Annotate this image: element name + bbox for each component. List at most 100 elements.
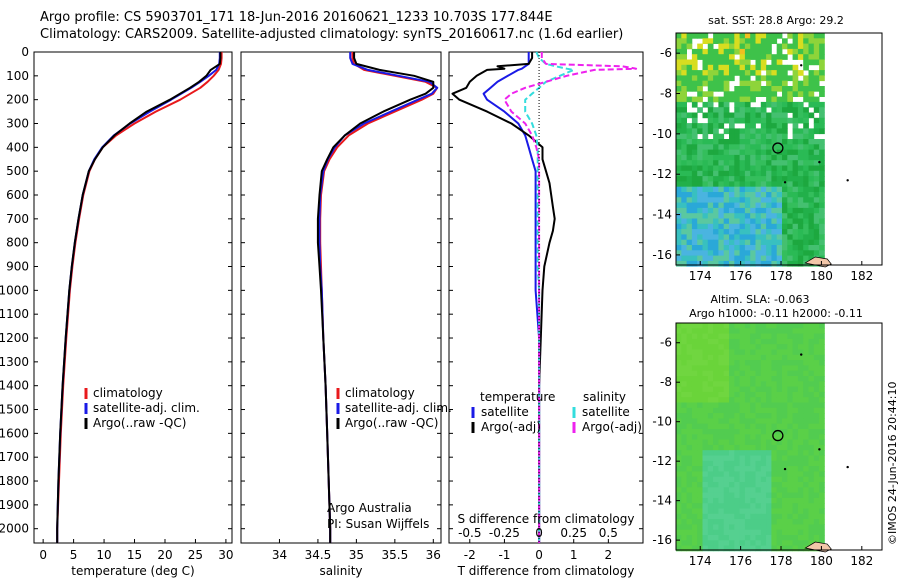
sla-map-cell — [760, 344, 767, 350]
sst-map-land — [804, 256, 832, 268]
sst-map-cell — [729, 38, 735, 44]
sst-map-cell — [676, 160, 682, 166]
sst-map-cell — [776, 229, 783, 235]
sst-map-cell — [702, 112, 709, 119]
sla-map-cell — [713, 349, 719, 356]
sst-map-cell — [681, 101, 687, 108]
sst-map-cell — [803, 123, 809, 129]
sst-map-cell — [787, 181, 793, 188]
sst-map-cell — [744, 176, 751, 182]
sst-map-cell — [691, 234, 698, 241]
sla-map-cell — [734, 545, 740, 552]
sla-map-cell — [681, 508, 687, 515]
sla-map-cell — [681, 418, 687, 425]
sst-map-cell — [681, 139, 687, 145]
sst-map-cell — [760, 117, 767, 124]
sla-map-cell — [713, 333, 719, 340]
sst-map-cell — [707, 239, 714, 246]
sst-map-cell — [702, 154, 709, 161]
sla-map-cell — [718, 328, 725, 334]
sla-map-cell — [713, 513, 719, 520]
sst-map-cell — [819, 75, 825, 82]
sst-map-cell — [787, 165, 793, 172]
temperature-legend-label: satellite-adj. clim. — [93, 401, 200, 415]
sla-map-cell — [813, 471, 820, 478]
sst-map-cell — [755, 202, 762, 209]
sst-map-cell — [760, 91, 767, 97]
sla-map-cell — [713, 397, 719, 403]
sst-map-cell — [808, 96, 815, 103]
sst-map-cell — [782, 149, 788, 156]
sla-map-cell — [803, 402, 809, 409]
sla-map-cell — [744, 338, 751, 345]
sst-map-cell — [771, 154, 778, 161]
sst-map-cell — [776, 202, 783, 209]
depth-tick-label: 700 — [6, 212, 29, 226]
sla-map-cell — [782, 540, 788, 546]
sst-map-cell — [718, 107, 725, 113]
sla-map-cell — [803, 540, 809, 546]
sst-map-cell — [787, 160, 793, 166]
sst-map-cell — [803, 64, 809, 71]
sla-map-cell — [776, 450, 783, 456]
sla-map-cell — [713, 370, 719, 377]
sla-map-cell — [702, 535, 709, 541]
sla-map-cell — [797, 444, 804, 451]
sla-map-cell — [803, 423, 809, 430]
sla-map-cell — [771, 455, 778, 462]
sst-map-cell — [813, 250, 820, 256]
sla-map-cell — [744, 381, 751, 387]
sla-map-cell — [792, 349, 799, 356]
sla-map-cell — [744, 370, 751, 377]
sst-map-cell — [755, 80, 762, 87]
sst-map-cell — [776, 80, 783, 87]
sla-map-cell — [808, 402, 815, 409]
sla-map-cell — [676, 397, 682, 403]
sla-map-cell — [713, 497, 719, 504]
sst-map-cell — [819, 33, 825, 39]
sst-map-cell — [729, 186, 735, 193]
temperature-x-tick-label: 20 — [157, 548, 172, 562]
sst-map-cell — [760, 48, 767, 55]
sst-map-cell — [702, 133, 709, 140]
sst-map-cell — [676, 207, 682, 214]
sla-map-cell — [797, 360, 804, 366]
sst-map-cell — [739, 160, 746, 166]
sst-map-cell — [797, 112, 804, 119]
sst-map-cell — [744, 165, 751, 172]
sla-map-cell — [750, 450, 756, 456]
sla-map-cell — [792, 524, 799, 531]
sla-map-cell — [776, 360, 783, 366]
sst-map-cell — [766, 250, 772, 256]
sst-map-cell — [803, 33, 809, 39]
sst-map-cell — [676, 245, 682, 251]
sst-map-cell — [707, 245, 714, 251]
sst-map-cell — [808, 154, 815, 161]
sst-map-cell — [782, 91, 788, 97]
sst-map-y-tick-label: -14 — [652, 208, 672, 222]
sst-map-cell — [739, 59, 746, 66]
sla-map-cell — [792, 323, 799, 329]
sla-map-cell — [713, 476, 719, 483]
sla-map-cell — [771, 365, 778, 372]
sst-map-cell — [792, 70, 799, 76]
sst-map-cell — [702, 176, 709, 182]
sla-map-cell — [755, 407, 762, 414]
sla-map-cell — [723, 370, 730, 377]
sla-map-cell — [776, 413, 783, 419]
sla-map-cell — [718, 450, 725, 456]
sst-map-cell — [734, 192, 740, 198]
sst-map-cell — [787, 64, 793, 71]
sst-map-cell — [729, 64, 735, 71]
sla-map-cell — [681, 386, 687, 393]
sst-map-cell — [760, 213, 767, 219]
sst-map-cell — [744, 181, 751, 188]
sla-map-cell — [760, 429, 767, 435]
sla-map-cell — [808, 450, 815, 456]
sst-map-cell — [702, 64, 709, 71]
sla-map-cell — [782, 328, 788, 334]
sla-map-cell — [760, 492, 767, 499]
sst-map-cell — [744, 160, 751, 166]
sla-map-cell — [792, 333, 799, 340]
sst-map-cell — [797, 250, 804, 256]
